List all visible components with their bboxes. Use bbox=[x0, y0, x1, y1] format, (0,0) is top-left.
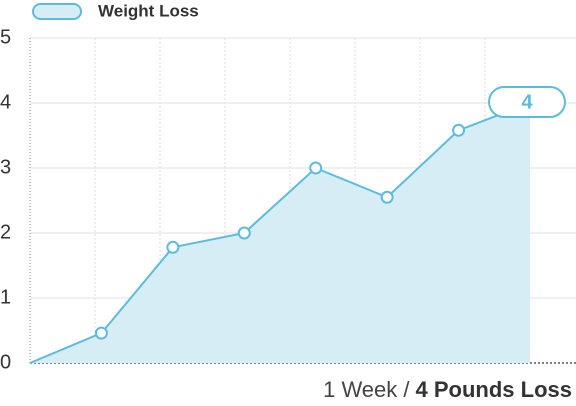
area bbox=[30, 103, 530, 363]
line bbox=[29, 102, 531, 364]
point bbox=[237, 226, 251, 240]
x-label-bold: 4 Pounds Loss bbox=[416, 377, 572, 402]
y-tick-label: 5 bbox=[0, 26, 11, 48]
legend-label: Weight Loss bbox=[98, 1, 199, 20]
point bbox=[166, 240, 180, 254]
x-axis-label: 1 Week /4 Pounds Loss bbox=[323, 377, 572, 402]
y-tick-label: 3 bbox=[0, 156, 11, 178]
y-tick-label: 2 bbox=[0, 221, 11, 243]
point bbox=[380, 190, 394, 204]
point bbox=[94, 326, 108, 340]
y-tick-label: 4 bbox=[0, 91, 11, 113]
y-tick-label: 0 bbox=[0, 351, 11, 373]
point bbox=[452, 123, 466, 137]
x-label-text: 1 Week / bbox=[323, 377, 410, 402]
value-callout bbox=[488, 86, 566, 118]
value-label: 4 bbox=[521, 91, 533, 113]
y-tick-label: 1 bbox=[0, 286, 11, 308]
legend-swatch bbox=[32, 3, 82, 20]
point bbox=[309, 161, 323, 175]
